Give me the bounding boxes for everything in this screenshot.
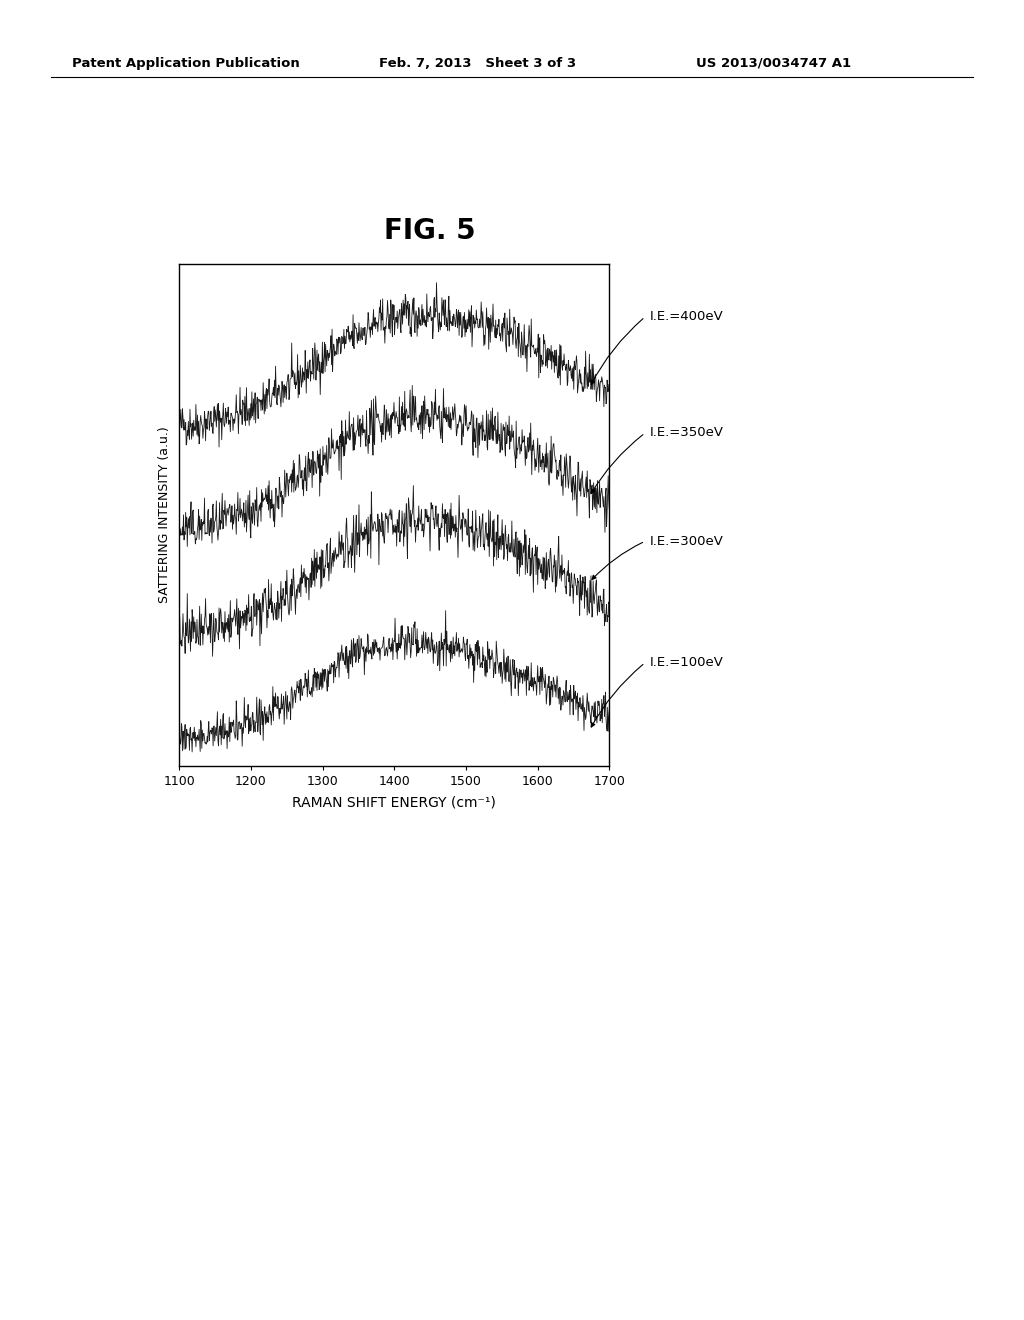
Y-axis label: SATTERING INTENSITY (a.u.): SATTERING INTENSITY (a.u.) — [158, 426, 171, 603]
Text: FIG. 5: FIG. 5 — [384, 216, 476, 246]
X-axis label: RAMAN SHIFT ENERGY (cm⁻¹): RAMAN SHIFT ENERGY (cm⁻¹) — [292, 796, 497, 810]
Text: Patent Application Publication: Patent Application Publication — [72, 57, 299, 70]
Text: I.E.=100eV: I.E.=100eV — [650, 656, 724, 669]
Text: US 2013/0034747 A1: US 2013/0034747 A1 — [696, 57, 851, 70]
Text: Feb. 7, 2013   Sheet 3 of 3: Feb. 7, 2013 Sheet 3 of 3 — [379, 57, 577, 70]
Text: I.E.=350eV: I.E.=350eV — [650, 426, 724, 440]
Text: I.E.=300eV: I.E.=300eV — [650, 535, 724, 548]
Text: I.E.=400eV: I.E.=400eV — [650, 310, 724, 323]
